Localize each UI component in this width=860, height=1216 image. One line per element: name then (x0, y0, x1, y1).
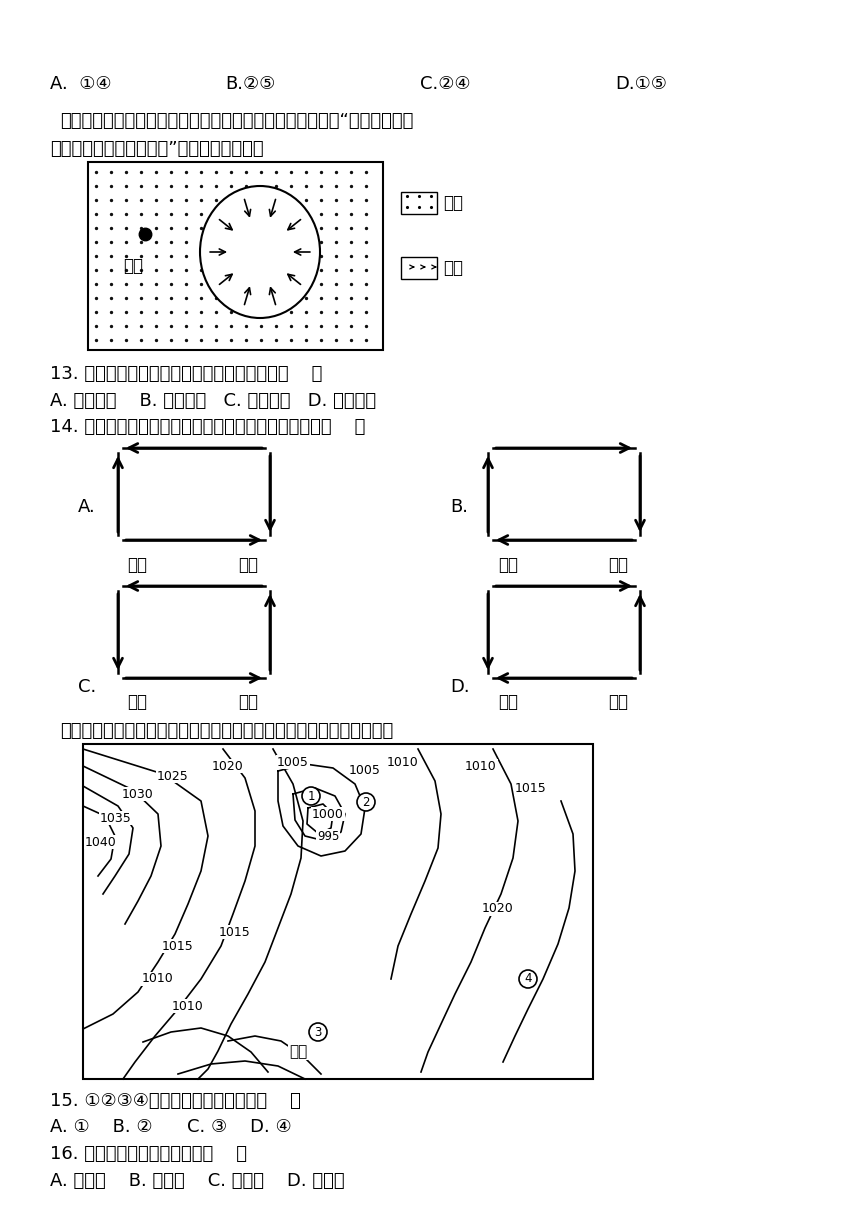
Bar (88, 162, 383, 350)
Text: 甲地: 甲地 (127, 693, 147, 711)
Text: 1015: 1015 (515, 783, 547, 795)
Text: B.: B. (450, 499, 468, 516)
Text: 北京: 北京 (289, 1045, 307, 1059)
Text: 沙漠: 沙漠 (443, 195, 463, 212)
Bar (401, 257, 437, 278)
Text: D.①⑤: D.①⑤ (615, 75, 666, 92)
Text: 2: 2 (362, 795, 370, 809)
Text: C.②④: C.②④ (420, 75, 470, 92)
Text: 14. 下图中能正确反映夜间甲地与绻洲间热力环流的是（    ）: 14. 下图中能正确反映夜间甲地与绻洲间热力环流的是（ ） (50, 418, 366, 437)
Text: 1040: 1040 (85, 835, 117, 849)
Text: 1030: 1030 (122, 788, 154, 800)
Text: 绻洲: 绻洲 (238, 556, 258, 574)
Text: 甲地: 甲地 (498, 693, 518, 711)
Text: 甲地: 甲地 (127, 556, 147, 574)
Text: 1010: 1010 (172, 1000, 204, 1013)
Text: C.: C. (78, 679, 96, 696)
Text: 1010: 1010 (142, 973, 174, 985)
Text: D.: D. (450, 679, 470, 696)
Bar (83, 744, 593, 1079)
Text: 13. 甲地昼夜风向存在差异的主要影响因素是（    ）: 13. 甲地昼夜风向存在差异的主要影响因素是（ ） (50, 365, 322, 383)
Text: 1025: 1025 (157, 770, 189, 783)
Text: 沙漠地区绻洲附近的风向具有明显的昼夜反向特点。下图为“塔里木盆地某: 沙漠地区绻洲附近的风向具有明显的昼夜反向特点。下图为“塔里木盆地某 (60, 112, 414, 130)
Text: 4: 4 (525, 973, 531, 985)
Text: 1005: 1005 (349, 764, 381, 777)
Text: 下图为某时刻东亚部分地区海平面等压线分布图，据此完成下面小题。: 下图为某时刻东亚部分地区海平面等压线分布图，据此完成下面小题。 (60, 722, 393, 741)
Circle shape (519, 970, 537, 987)
Text: 1010: 1010 (465, 760, 497, 772)
Ellipse shape (200, 186, 320, 319)
Text: 甲地: 甲地 (498, 556, 518, 574)
Text: 1015: 1015 (219, 925, 251, 939)
Text: 一绻洲附近的部分区域，”读图完成下面小题: 一绻洲附近的部分区域，”读图完成下面小题 (50, 140, 264, 158)
Text: A.: A. (78, 499, 95, 516)
Text: 1020: 1020 (212, 760, 244, 772)
Text: A.  ①④: A. ①④ (50, 75, 112, 92)
Text: 15. ①②③④四地中，风力最大的是（    ）: 15. ①②③④四地中，风力最大的是（ ） (50, 1092, 301, 1110)
Text: 1020: 1020 (482, 902, 514, 916)
Text: B.②⑤: B.②⑤ (225, 75, 275, 92)
Text: 3: 3 (314, 1025, 322, 1038)
Text: A. 西北风    B. 东北风    C. 东北风    D. 西南风: A. 西北风 B. 东北风 C. 东北风 D. 西南风 (50, 1172, 345, 1190)
Text: A. 海陆位置    B. 气压差异   C. 地面状况   D. 降水多少: A. 海陆位置 B. 气压差异 C. 地面状况 D. 降水多少 (50, 392, 376, 410)
Text: 1035: 1035 (100, 811, 132, 824)
Text: 绻洲: 绻洲 (608, 556, 628, 574)
Circle shape (309, 1023, 327, 1041)
Text: 995: 995 (316, 829, 339, 843)
Text: 绻洲: 绻洲 (238, 693, 258, 711)
Text: 绻洲: 绻洲 (443, 259, 463, 277)
Circle shape (302, 787, 320, 805)
Text: 1005: 1005 (277, 755, 309, 769)
Text: 绻洲: 绻洲 (608, 693, 628, 711)
Text: 1010: 1010 (387, 755, 419, 769)
Text: 1: 1 (307, 789, 315, 803)
Text: A. ①    B. ②      C. ③    D. ④: A. ① B. ② C. ③ D. ④ (50, 1118, 292, 1136)
Text: 1015: 1015 (163, 940, 194, 952)
Text: 1000: 1000 (312, 807, 344, 821)
Bar (401, 192, 437, 214)
Circle shape (357, 793, 375, 811)
Text: 16. 此时，北京的风向可能是（    ）: 16. 此时，北京的风向可能是（ ） (50, 1145, 247, 1162)
Text: 甲地: 甲地 (123, 257, 143, 275)
